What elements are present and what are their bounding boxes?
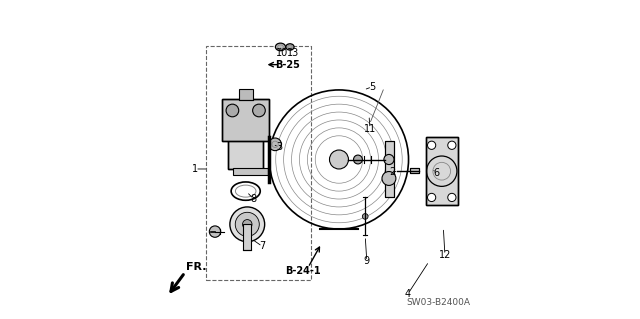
Bar [233, 168, 268, 175]
Text: 6: 6 [433, 168, 440, 178]
Text: 13: 13 [287, 48, 300, 58]
Text: B-25: B-25 [275, 60, 300, 70]
Text: 2: 2 [389, 167, 396, 176]
Bar [206, 46, 310, 280]
Circle shape [269, 138, 282, 151]
Bar [385, 141, 394, 197]
Text: 1: 1 [192, 164, 198, 174]
Text: SW03-B2400A: SW03-B2400A [406, 298, 470, 307]
Bar [426, 137, 458, 205]
Text: 8: 8 [250, 194, 257, 204]
Circle shape [243, 219, 252, 229]
Circle shape [448, 193, 456, 202]
Text: 5: 5 [369, 82, 375, 92]
Circle shape [384, 154, 394, 165]
Circle shape [330, 150, 348, 169]
Text: 12: 12 [439, 250, 451, 260]
Circle shape [226, 104, 239, 117]
Bar [426, 137, 458, 205]
Circle shape [353, 155, 362, 164]
Bar [385, 141, 394, 197]
Circle shape [448, 141, 456, 149]
Text: 11: 11 [364, 123, 376, 134]
Circle shape [253, 104, 266, 117]
Circle shape [362, 214, 368, 219]
Text: 7: 7 [259, 241, 266, 251]
Bar [410, 168, 419, 174]
Circle shape [382, 172, 396, 185]
Bar [410, 168, 419, 174]
Bar [228, 139, 263, 169]
Circle shape [428, 141, 436, 149]
Circle shape [230, 207, 265, 242]
Text: B-24-1: B-24-1 [285, 266, 321, 276]
Ellipse shape [286, 44, 294, 50]
Bar [239, 89, 253, 100]
Text: 4: 4 [405, 289, 411, 299]
Text: FR.: FR. [186, 262, 207, 272]
Bar [243, 224, 252, 250]
Bar [222, 100, 269, 141]
Text: 10: 10 [276, 48, 288, 58]
Text: 9: 9 [364, 256, 370, 266]
Bar [222, 100, 269, 141]
Circle shape [236, 212, 259, 236]
Text: 3: 3 [276, 142, 282, 152]
Ellipse shape [275, 43, 285, 51]
Circle shape [209, 226, 221, 237]
Circle shape [428, 193, 436, 202]
Bar [228, 139, 263, 169]
